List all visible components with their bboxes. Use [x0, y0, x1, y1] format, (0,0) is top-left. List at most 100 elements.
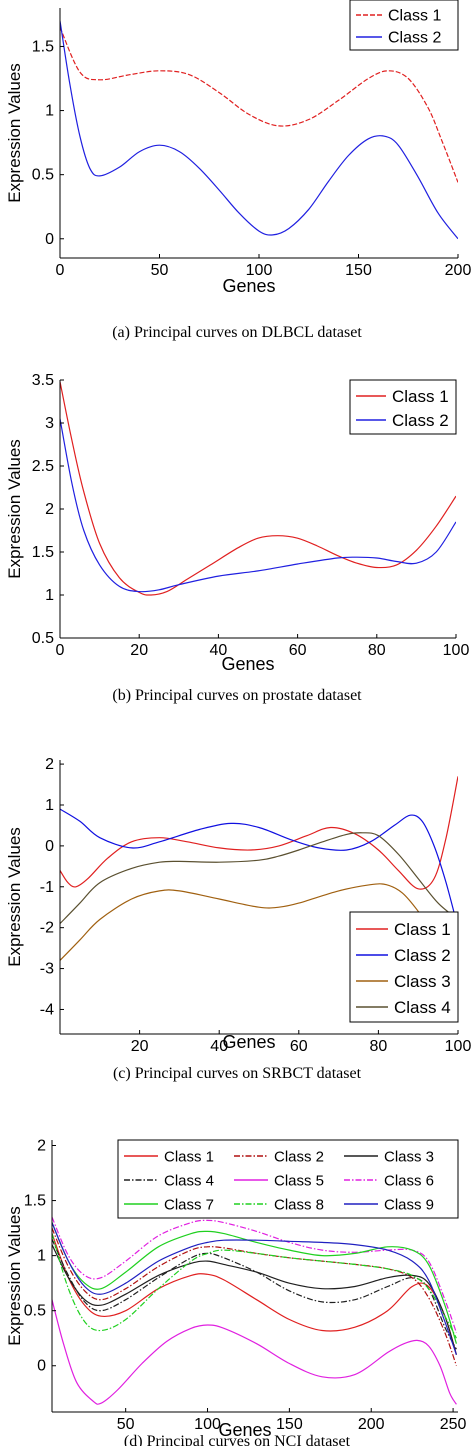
x-tick-label: 100 — [246, 262, 273, 279]
legend-box — [349, 911, 459, 1023]
y-tick-label: 1 — [45, 103, 54, 120]
y-tick-label: 3 — [45, 415, 54, 432]
series-line-4 — [60, 832, 458, 925]
legend-label: Class 3 — [384, 1148, 434, 1165]
y-tick-label: 0 — [37, 1358, 46, 1375]
legend: Class 1 Class 2 — [349, 0, 459, 51]
x-tick-label: 40 — [210, 1038, 228, 1055]
y-tick-label: -2 — [40, 920, 54, 937]
legend-label: Class 2 — [274, 1148, 324, 1165]
legend-box — [349, 379, 457, 435]
figure-caption: (b) Principal curves on prostate dataset — [112, 687, 362, 704]
y-tick-label: 1.5 — [32, 544, 54, 561]
series-line-7 — [52, 1222, 457, 1344]
x-tick-label: 20 — [131, 1038, 149, 1055]
x-tick-label: 150 — [276, 1416, 303, 1433]
legend-label: Class 5 — [274, 1172, 324, 1189]
legend-label: Class 8 — [274, 1196, 324, 1213]
y-tick-label: 0 — [45, 231, 54, 248]
series-line-1 — [52, 1233, 457, 1355]
series-line-8 — [52, 1233, 457, 1339]
y-tick-label: 1 — [37, 1248, 46, 1265]
legend-label: Class 2 — [394, 946, 451, 965]
y-axis-label: Expression Values — [5, 63, 24, 203]
x-tick-label: 50 — [151, 262, 169, 279]
x-tick-label: 40 — [210, 642, 228, 659]
x-tick-label: 20 — [130, 642, 148, 659]
legend: Class 1 Class 2 Class 3 Class 4 Class 5 Class… — [117, 1139, 459, 1219]
legend: Class 1 Class 2 — [349, 379, 457, 435]
legend-label: Class 1 — [388, 8, 441, 25]
series-line-2 — [60, 418, 456, 593]
series-line-2 — [52, 1227, 457, 1366]
legend-box — [349, 0, 459, 51]
legend-label: Class 1 — [394, 920, 451, 939]
legend: Class 1 Class 2 Class 3 Class 4 — [349, 911, 459, 1023]
y-axis-label: Expression Values — [5, 827, 24, 967]
series-line-3 — [52, 1244, 457, 1355]
y-tick-label: 1.5 — [32, 38, 54, 55]
legend-label: Class 9 — [384, 1196, 434, 1213]
x-tick-label: 100 — [194, 1416, 221, 1433]
series-line-2 — [60, 808, 458, 928]
y-axis-label: Expression Values — [5, 1206, 24, 1346]
y-tick-label: 1 — [45, 587, 54, 604]
x-tick-label: 200 — [358, 1416, 385, 1433]
series-line-1 — [60, 381, 456, 596]
x-tick-label: 80 — [368, 642, 386, 659]
y-tick-label: 0.5 — [32, 167, 54, 184]
y-tick-label: -4 — [40, 1001, 54, 1018]
series-line-3 — [60, 883, 431, 961]
x-tick-label: 200 — [445, 262, 472, 279]
legend-label: Class 6 — [384, 1172, 434, 1189]
figure-caption: (c) Principal curves on SRBCT dataset — [113, 1065, 362, 1082]
x-tick-label: 60 — [289, 642, 307, 659]
series-line-9 — [52, 1222, 457, 1355]
y-tick-label: 0 — [45, 838, 54, 855]
y-tick-label: 2.5 — [32, 458, 54, 475]
x-axis-label: Genes — [218, 1420, 271, 1440]
figure-caption: (a) Principal curves on DLBCL dataset — [112, 324, 362, 341]
series-line-4 — [52, 1238, 457, 1350]
chart-panel-3: 20 40 60 80 100 -4 -3 -2 -1 0 1 2 Genes Expression Va… — [5, 756, 471, 1082]
chart-panel-4: 50 100 150 200 250 0 0.5 1 1.5 2 Genes Expression V… — [5, 1138, 467, 1446]
y-tick-label: 0.5 — [24, 1303, 46, 1320]
series-line-1 — [60, 26, 458, 183]
legend-label: Class 2 — [388, 30, 441, 47]
y-tick-label: 2 — [37, 1138, 46, 1155]
x-tick-label: 250 — [440, 1416, 467, 1433]
legend-label: Class 4 — [164, 1172, 214, 1189]
x-tick-label: 60 — [290, 1038, 308, 1055]
legend-label: Class 2 — [392, 411, 449, 430]
series-line-2 — [60, 20, 458, 240]
y-tick-label: 2 — [45, 501, 54, 518]
x-axis-label: Genes — [222, 1032, 275, 1052]
legend-box — [117, 1139, 459, 1219]
y-axis-label: Expression Values — [5, 439, 24, 579]
x-tick-label: 150 — [345, 262, 372, 279]
y-tick-label: 3.5 — [32, 372, 54, 389]
legend-label: Class 1 — [164, 1148, 214, 1165]
series-line-5 — [52, 1299, 457, 1405]
x-axis-label: Genes — [222, 276, 275, 296]
y-tick-label: 2 — [45, 756, 54, 773]
series-line-1 — [60, 776, 458, 890]
x-axis-label: Genes — [221, 654, 274, 674]
x-tick-label: 100 — [445, 1038, 472, 1055]
chart-panel-1: 0 50 100 150 200 0 0.5 1 1.5 Genes Expression Valu… — [5, 0, 471, 341]
y-tick-label: 1 — [45, 797, 54, 814]
figure-caption: (d) Principal curves on NCI dataset — [124, 1433, 351, 1446]
y-tick-label: 1.5 — [24, 1193, 46, 1210]
y-tick-label: -1 — [40, 879, 54, 896]
x-tick-label: 0 — [56, 642, 65, 659]
chart-panel-2: 0 20 40 60 80 100 0.5 1 1.5 2 2.5 3 3.5 Genes Expressi… — [5, 372, 469, 704]
legend-label: Class 3 — [394, 972, 451, 991]
x-tick-label: 80 — [370, 1038, 388, 1055]
y-tick-label: 0.5 — [32, 630, 54, 647]
x-tick-label: 0 — [56, 262, 65, 279]
legend-label: Class 1 — [392, 387, 449, 406]
legend-label: Class 4 — [394, 998, 451, 1017]
y-tick-label: -3 — [40, 961, 54, 978]
legend-label: Class 7 — [164, 1196, 214, 1213]
